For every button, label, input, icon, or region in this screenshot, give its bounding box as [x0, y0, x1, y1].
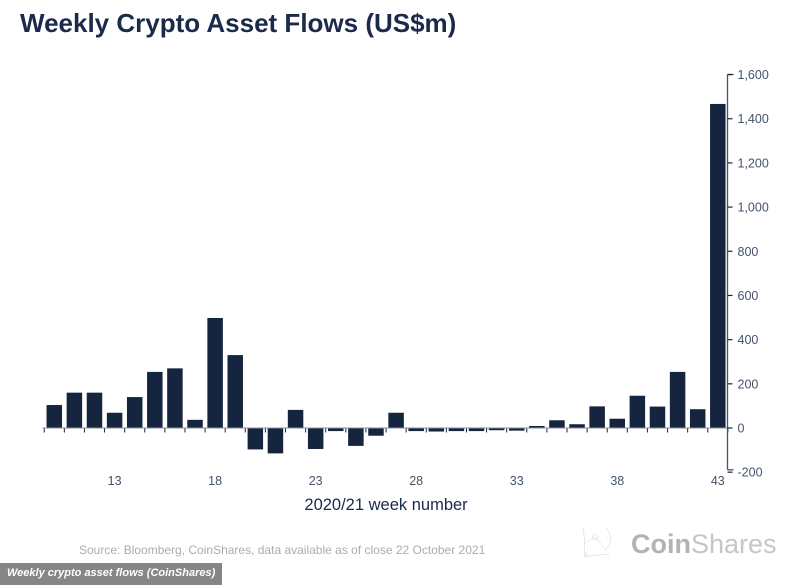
svg-text:800: 800	[738, 245, 759, 259]
svg-text:18: 18	[208, 474, 222, 488]
svg-text:43: 43	[711, 474, 725, 488]
svg-text:2020/21 week number: 2020/21 week number	[304, 496, 468, 514]
svg-text:-200: -200	[738, 466, 763, 480]
svg-text:28: 28	[409, 474, 423, 488]
svg-text:38: 38	[610, 474, 624, 488]
svg-text:1,200: 1,200	[738, 156, 769, 170]
svg-text:1,600: 1,600	[738, 68, 769, 82]
svg-text:CoinShares: CoinShares	[631, 529, 777, 559]
svg-text:400: 400	[738, 333, 759, 347]
svg-text:33: 33	[510, 474, 524, 488]
svg-text:0: 0	[738, 422, 745, 436]
svg-text:600: 600	[738, 289, 759, 303]
svg-text:200: 200	[738, 377, 759, 391]
svg-text:13: 13	[108, 474, 122, 488]
svg-text:1,400: 1,400	[738, 112, 769, 126]
svg-text:1,000: 1,000	[738, 201, 769, 215]
svg-text:23: 23	[309, 474, 323, 488]
